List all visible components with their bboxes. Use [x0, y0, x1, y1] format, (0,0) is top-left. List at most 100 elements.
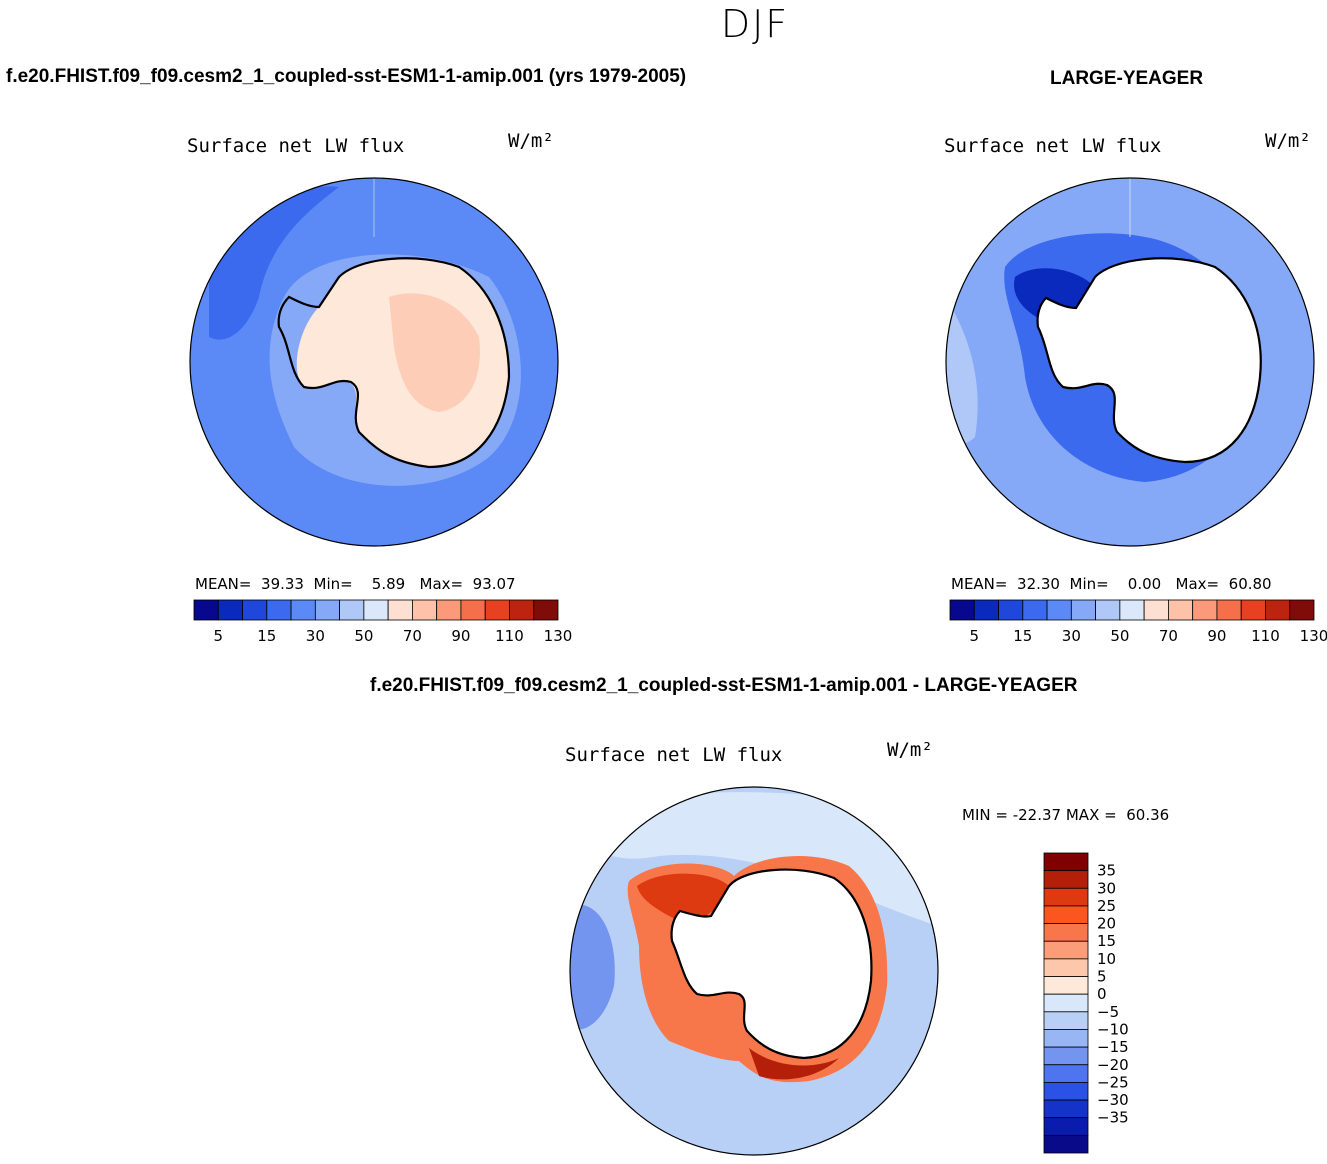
obs-mean-label: MEAN=: [951, 575, 1007, 593]
diff-colorbar-swatch: [1044, 1047, 1088, 1065]
model-min-value: 5.89: [372, 575, 405, 593]
diff-colorbar-tick-label: 35: [1097, 862, 1116, 880]
diff-colorbar-tick-label: 15: [1097, 932, 1116, 950]
obs-colorbar-swatch: [1265, 600, 1289, 620]
model-min-label: Min=: [314, 575, 353, 593]
obs-colorbar-tick-label: 30: [1062, 627, 1081, 645]
diff-colorbar-tick-label: −25: [1097, 1073, 1129, 1091]
obs-colorbar-swatch: [1241, 600, 1265, 620]
model-colorbar-swatch: [218, 600, 242, 620]
obs-colorbar-swatch: [1120, 600, 1144, 620]
model-stats: MEAN= 39.33 Min= 5.89 Max= 93.07: [195, 575, 516, 593]
model-colorbar-swatch: [485, 600, 509, 620]
obs-max-label: Max=: [1176, 575, 1220, 593]
obs-colorbar-tick-label: 110: [1251, 627, 1280, 645]
model-units: W/m²: [508, 130, 554, 152]
model-mean-label: MEAN=: [195, 575, 251, 593]
model-colorbar-swatch: [412, 600, 436, 620]
diff-colorbar-swatch: [1044, 1135, 1088, 1153]
model-mean-value: 39.33: [261, 575, 304, 593]
model-max-label: Max=: [420, 575, 464, 593]
diff-colorbar-tick-label: 30: [1097, 879, 1116, 897]
model-colorbar-tick-label: 30: [306, 627, 325, 645]
diff-colorbar-swatch: [1044, 1100, 1088, 1118]
model-colorbar-tick-label: 5: [213, 627, 223, 645]
obs-colorbar-swatch: [1096, 600, 1120, 620]
model-variable-name: Surface net LW flux: [187, 135, 404, 157]
model-colorbar-swatch: [461, 600, 485, 620]
diff-colorbar-swatch: [1044, 1065, 1088, 1083]
obs-stats: MEAN= 32.30 Min= 0.00 Max= 60.80: [951, 575, 1272, 593]
model-colorbar-swatch: [388, 600, 412, 620]
model-colorbar-swatch: [243, 600, 267, 620]
obs-colorbar-swatch: [1023, 600, 1047, 620]
obs-colorbar-swatch: [1047, 600, 1071, 620]
season-title: DJF: [0, 2, 1327, 46]
obs-colorbar-tick-label: 130: [1300, 627, 1327, 645]
diff-colorbar-swatch: [1044, 1012, 1088, 1030]
diff-min-label: MIN =: [962, 806, 1008, 824]
model-colorbar-swatch: [291, 600, 315, 620]
obs-colorbar-swatch: [1193, 600, 1217, 620]
diff-colorbar-swatch: [1044, 977, 1088, 995]
diff-colorbar-tick-label: −20: [1097, 1056, 1129, 1074]
model-colorbar-swatch: [315, 600, 339, 620]
obs-colorbar-swatch: [1168, 600, 1192, 620]
diff-polar-map: [569, 786, 939, 1156]
model-max-value: 93.07: [473, 575, 516, 593]
obs-mean-value: 32.30: [1017, 575, 1060, 593]
diff-panel-title: f.e20.FHIST.f09_f09.cesm2_1_coupled-sst-…: [370, 675, 1077, 697]
model-colorbar-swatch: [364, 600, 388, 620]
model-colorbar-tick-label: 15: [257, 627, 276, 645]
obs-max-value: 60.80: [1229, 575, 1272, 593]
model-colorbar-swatch: [194, 600, 218, 620]
obs-variable-name: Surface net LW flux: [944, 135, 1161, 157]
obs-colorbar-tick-label: 5: [969, 627, 979, 645]
model-colorbar-swatch: [534, 600, 558, 620]
diff-colorbar-swatch: [1044, 1029, 1088, 1047]
diff-colorbar-swatch: [1044, 871, 1088, 889]
diff-colorbar-tick-label: 0: [1097, 985, 1107, 1003]
diff-colorbar-swatch: [1044, 941, 1088, 959]
diff-colorbar-swatch: [1044, 1118, 1088, 1136]
diff-colorbar-swatch: [1044, 1082, 1088, 1100]
diff-colorbar-tick-label: −30: [1097, 1091, 1129, 1109]
model-colorbar-swatch: [267, 600, 291, 620]
diff-colorbar-swatch: [1044, 906, 1088, 924]
diff-colorbar-swatch: [1044, 924, 1088, 942]
obs-colorbar-swatch: [1290, 600, 1314, 620]
diff-colorbar-tick-label: −10: [1097, 1020, 1129, 1038]
obs-units: W/m²: [1265, 130, 1311, 152]
obs-min-label: Min=: [1070, 575, 1109, 593]
model-colorbar-swatch: [437, 600, 461, 620]
obs-panel-title: LARGE-YEAGER: [1050, 68, 1203, 90]
diff-colorbar-swatch: [1044, 994, 1088, 1012]
obs-colorbar-tick-label: 15: [1013, 627, 1032, 645]
obs-colorbar-tick-label: 70: [1159, 627, 1178, 645]
obs-colorbar-swatch: [1144, 600, 1168, 620]
diff-max-label: MAX =: [1066, 806, 1117, 824]
model-polar-map: [189, 177, 559, 547]
diff-colorbar-tick-label: 20: [1097, 915, 1116, 933]
obs-colorbar-swatch: [950, 600, 974, 620]
diff-colorbar-swatch: [1044, 959, 1088, 977]
obs-colorbar-swatch: [999, 600, 1023, 620]
obs-min-value: 0.00: [1128, 575, 1161, 593]
diff-colorbar-swatch: [1044, 888, 1088, 906]
model-colorbar-tick-label: 110: [495, 627, 524, 645]
diff-colorbar-tick-label: −35: [1097, 1109, 1129, 1127]
model-colorbar-swatch: [340, 600, 364, 620]
model-panel-title: f.e20.FHIST.f09_f09.cesm2_1_coupled-sst-…: [6, 66, 686, 88]
diff-colorbar-swatch: [1044, 853, 1088, 871]
obs-colorbar-tick-label: 50: [1110, 627, 1129, 645]
obs-colorbar: 5 15 30 50 70 90 110 130: [950, 600, 1320, 650]
diff-colorbar-tick-label: 5: [1097, 968, 1107, 986]
model-colorbar-tick-label: 50: [354, 627, 373, 645]
obs-colorbar-tick-label: 90: [1207, 627, 1226, 645]
diff-colorbar-tick-label: −5: [1097, 1003, 1119, 1021]
model-colorbar: 5 15 30 50 70 90 110 130: [194, 600, 564, 650]
diff-variable-name: Surface net LW flux: [565, 744, 782, 766]
diff-colorbar-tick-label: 10: [1097, 950, 1116, 968]
diff-colorbar-tick-label: −15: [1097, 1038, 1129, 1056]
